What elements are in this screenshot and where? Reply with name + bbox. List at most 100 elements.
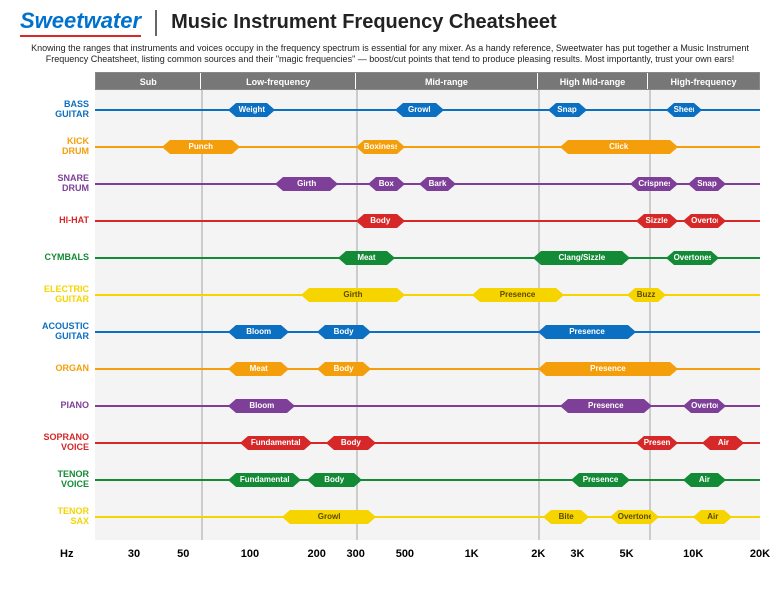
segment-left-arrow-icon (683, 473, 691, 487)
instrument-track: FundamentalBodyPresenceAir (95, 462, 760, 499)
segment-left-arrow-icon (627, 288, 635, 302)
freq-band: Mid-range (356, 73, 538, 89)
segment-label: Air (710, 436, 736, 450)
instrument-track: WeightGrowlSnapSheen (95, 92, 760, 129)
segment-label: Weight (236, 103, 267, 117)
segment-label: Presence (579, 473, 623, 487)
segment-right-arrow-icon (670, 140, 678, 154)
instrument-track: FundamentalBodyPresenceAir (95, 425, 760, 462)
segment-left-arrow-icon (683, 214, 691, 228)
freq-segment: Presence (636, 436, 678, 450)
segment-left-arrow-icon (571, 473, 579, 487)
instrument-track: BloomPresenceOvertones (95, 388, 760, 425)
segment-label: Presence (568, 399, 644, 413)
instrument-label: ELECTRICGUITAR (20, 285, 95, 305)
axis-tick-label: 500 (396, 548, 414, 560)
axis-tick-label: 200 (307, 548, 325, 560)
segment-label: Meat (236, 362, 281, 376)
freq-segment: Weight (228, 103, 275, 117)
segment-right-arrow-icon (363, 325, 371, 339)
segment-left-arrow-icon (548, 103, 556, 117)
segment-label: Fundamental (248, 436, 304, 450)
segment-left-arrow-icon (162, 140, 170, 154)
axis-tick-label: 1K (465, 548, 479, 560)
freq-segment: Snap (548, 103, 587, 117)
freq-segment: Growl (282, 510, 376, 524)
axis-tick-label: 30 (128, 548, 140, 560)
freq-segment: Presence (571, 473, 631, 487)
segment-label: Presence (480, 288, 556, 302)
brand-logo: Sweetwater (20, 8, 141, 37)
instrument-row: TENORSAXGrowlBiteOvertonesAir (20, 499, 760, 536)
instrument-line (95, 405, 760, 407)
segment-left-arrow-icon (419, 177, 427, 191)
segment-label: Body (364, 214, 397, 228)
segment-left-arrow-icon (275, 177, 283, 191)
segment-label: Punch (170, 140, 232, 154)
instrument-row: SNAREDRUMGirthBoxBarkCrispnessSnap (20, 166, 760, 203)
instrument-row: ELECTRICGUITARGirthPresenceBuzz (20, 277, 760, 314)
freq-segment: Fundamental (240, 436, 312, 450)
segment-right-arrow-icon (281, 325, 289, 339)
instrument-row: ORGANMeatBodyPresence (20, 351, 760, 388)
segment-label: Click (568, 140, 670, 154)
segment-label: Girth (309, 288, 397, 302)
segment-right-arrow-icon (622, 251, 630, 265)
freq-segment: Air (683, 473, 726, 487)
freq-segment: Punch (162, 140, 240, 154)
segment-right-arrow-icon (330, 177, 338, 191)
segment-left-arrow-icon (636, 436, 644, 450)
freq-segment: Bark (419, 177, 456, 191)
segment-right-arrow-icon (267, 103, 275, 117)
segment-right-arrow-icon (670, 177, 678, 191)
segment-left-arrow-icon (543, 510, 551, 524)
freq-bands-row: SubLow-frequencyMid-rangeHigh Mid-rangeH… (95, 72, 760, 90)
segment-left-arrow-icon (338, 251, 346, 265)
freq-segment: Box (368, 177, 405, 191)
segment-right-arrow-icon (718, 399, 726, 413)
instrument-track: BloomBodyPresence (95, 314, 760, 351)
segment-right-arrow-icon (363, 362, 371, 376)
freq-segment: Bloom (228, 325, 289, 339)
instrument-label: PIANO (20, 401, 95, 411)
segment-label: Bark (427, 177, 448, 191)
freq-segment: Presence (560, 399, 652, 413)
chart: SubLow-frequencyMid-rangeHigh Mid-rangeH… (20, 72, 760, 562)
segment-left-arrow-icon (610, 510, 618, 524)
segment-label: Overtones (674, 251, 711, 265)
segment-right-arrow-icon (397, 177, 405, 191)
segment-label: Overtones (691, 399, 718, 413)
freq-segment: Snap (688, 177, 725, 191)
segment-label: Box (376, 177, 397, 191)
segment-label: Sheen (674, 103, 695, 117)
segment-right-arrow-icon (670, 436, 678, 450)
segment-right-arrow-icon (368, 510, 376, 524)
segment-right-arrow-icon (724, 510, 732, 524)
freq-segment: Fundamental (228, 473, 301, 487)
segment-label: Bite (551, 510, 581, 524)
freq-segment: Overtones (666, 251, 719, 265)
axis-tick-label: 20K (750, 548, 770, 560)
instrument-label: TENORVOICE (20, 470, 95, 490)
segment-right-arrow-icon (354, 473, 362, 487)
instrument-row: PIANOBloomPresenceOvertones (20, 388, 760, 425)
segment-right-arrow-icon (718, 177, 726, 191)
axis-tick-label: 2K (531, 548, 545, 560)
segment-left-arrow-icon (538, 362, 546, 376)
segment-left-arrow-icon (472, 288, 480, 302)
instrument-label: ACOUSTICGUITAR (20, 322, 95, 342)
segment-left-arrow-icon (228, 399, 236, 413)
freq-segment: Girth (275, 177, 338, 191)
instrument-track: GrowlBiteOvertonesAir (95, 499, 760, 536)
segment-left-arrow-icon (301, 288, 309, 302)
segment-label: Growl (290, 510, 368, 524)
instrument-label: SNAREDRUM (20, 174, 95, 194)
freq-segment: Body (317, 325, 371, 339)
segment-right-arrow-icon (644, 399, 652, 413)
segment-left-arrow-icon (228, 362, 236, 376)
segment-right-arrow-icon (397, 288, 405, 302)
segment-left-arrow-icon (228, 103, 236, 117)
segment-right-arrow-icon (622, 473, 630, 487)
instrument-label: CYMBALS (20, 253, 95, 263)
page-title: Music Instrument Frequency Cheatsheet (171, 11, 557, 34)
